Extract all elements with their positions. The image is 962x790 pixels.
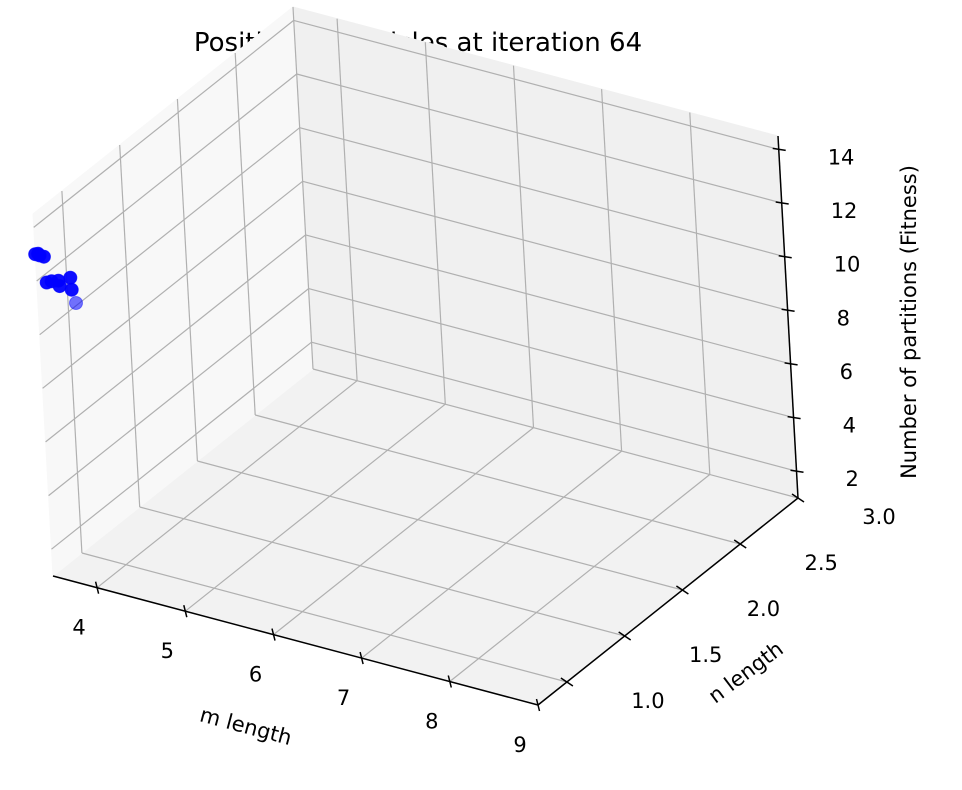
z-grid-left <box>48 288 309 497</box>
z-tick-label: 14 <box>828 145 855 169</box>
x-tick-label: 4 <box>72 616 85 640</box>
x-tick <box>359 651 364 665</box>
x-grid-floor <box>184 403 446 612</box>
z-grid-left <box>45 234 306 443</box>
axis-panes <box>32 6 800 706</box>
z-tick <box>775 201 789 205</box>
z-grid-left <box>33 19 295 228</box>
x-tick <box>271 628 276 641</box>
z-grid-left <box>36 73 298 282</box>
z-grid-back <box>302 180 788 311</box>
x-axis-line <box>52 575 539 706</box>
y-grid-left <box>234 52 256 416</box>
tick-marks: 4 5 6 7 8 9 1.0 1.5 2.0 2.5 3.02 4 6 8 10 12 14 <box>72 145 895 757</box>
axis-lines <box>52 135 799 706</box>
z-grid-back <box>311 341 797 472</box>
z-grid-back <box>296 73 782 204</box>
data-points <box>28 246 83 310</box>
z-tick <box>781 308 795 313</box>
y-grid-left <box>176 98 198 462</box>
y-tick-label: 1.0 <box>631 689 664 713</box>
data-point <box>63 270 78 285</box>
z-axis-label: Number of partitions (Fitness) <box>897 165 921 479</box>
z-tick-label: 12 <box>831 199 858 223</box>
x-grid-floor <box>273 427 534 636</box>
z-grid-back <box>299 127 785 258</box>
z-tick <box>784 362 798 366</box>
z-tick-label: 6 <box>840 360 853 384</box>
z-tick <box>778 254 792 259</box>
y-grid-left <box>119 144 141 508</box>
data-point <box>36 249 51 264</box>
x-grid-back <box>424 42 446 405</box>
x-grid-back <box>689 112 711 475</box>
y-grid-floor <box>255 414 741 545</box>
y-grid-floor <box>197 460 683 591</box>
z-tick-label: 4 <box>843 414 856 438</box>
y-grid-left <box>61 190 83 554</box>
x-grid-floor <box>96 380 358 589</box>
z-tick <box>790 469 804 473</box>
z-grid-left <box>51 341 312 550</box>
y-tick <box>733 539 747 549</box>
z-tick <box>772 147 786 152</box>
grid-lines <box>33 6 799 706</box>
y-tick <box>791 493 805 503</box>
z-axis-line <box>777 135 799 499</box>
y-axis-line <box>537 497 799 706</box>
x-grid-back <box>601 89 623 452</box>
y-tick <box>560 677 574 687</box>
x-tick-label: 6 <box>249 663 262 687</box>
data-point <box>52 279 67 294</box>
x-grid-floor <box>449 474 711 682</box>
z-tick <box>787 415 801 420</box>
y-tick-label: 2.0 <box>747 597 780 621</box>
z-tick-label: 10 <box>834 253 861 277</box>
z-tick-label: 2 <box>846 467 859 491</box>
y-grid-floor <box>139 506 625 637</box>
z-grid-left <box>39 127 301 336</box>
x-tick-label: 7 <box>337 686 350 710</box>
x-tick <box>183 605 188 618</box>
z-grid-back <box>293 19 779 150</box>
z-grid-left <box>42 180 303 389</box>
y-tick-label: 1.5 <box>689 643 722 667</box>
z-tick-label: 8 <box>837 306 850 330</box>
x-grid-back <box>336 18 358 381</box>
x-tick <box>94 581 100 594</box>
x-grid-floor <box>361 450 622 659</box>
y-grid-floor <box>312 368 799 499</box>
y-tick <box>675 585 689 595</box>
x-tick-label: 8 <box>425 710 438 734</box>
y-tick <box>618 631 632 641</box>
y-tick-label: 2.5 <box>804 551 837 575</box>
y-tick-label: 3.0 <box>862 505 895 529</box>
x-tick-label: 9 <box>513 733 526 757</box>
x-axis-label: m length <box>197 702 294 750</box>
x-tick <box>535 698 541 712</box>
data-point <box>69 296 83 310</box>
x-tick <box>447 675 453 688</box>
y-grid-floor <box>81 552 568 683</box>
x-tick-label: 5 <box>161 639 174 663</box>
z-grid-back <box>308 288 794 419</box>
z-grid-back <box>305 234 791 365</box>
data-point <box>64 282 79 297</box>
y-grid-left <box>292 6 314 370</box>
x-grid-back <box>512 65 535 428</box>
